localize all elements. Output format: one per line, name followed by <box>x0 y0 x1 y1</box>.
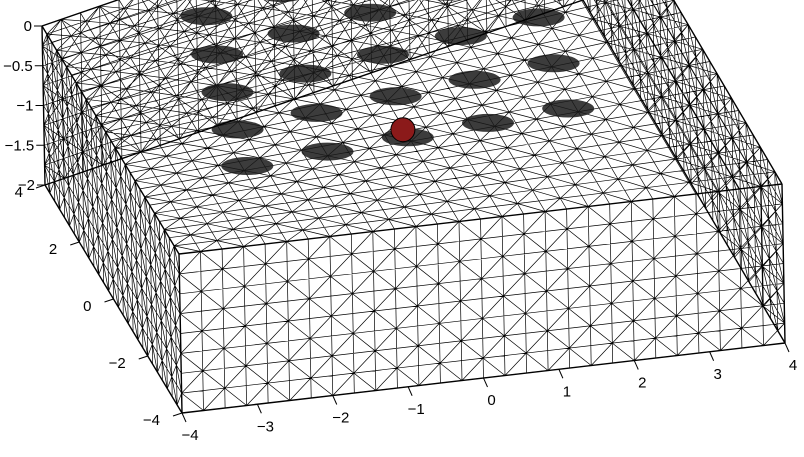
y-tick <box>70 241 80 246</box>
box-edge <box>44 0 584 186</box>
target-sphere <box>390 117 416 143</box>
x-tick-label: 3 <box>713 366 721 383</box>
box-edge <box>178 253 183 414</box>
y-tick-label: −4 <box>143 412 160 429</box>
x-tick <box>332 395 338 405</box>
x-tick <box>181 412 187 423</box>
target-marker <box>390 117 416 143</box>
x-tick <box>483 377 488 388</box>
electrode <box>462 113 514 132</box>
electrode <box>527 54 580 73</box>
x-tick-label: 0 <box>487 392 495 409</box>
axis-tick-labels: −4 −3 −2 −1 0 1 2 3 4 −4 −2 0 2 4 0 −0.5 −1 −1.5 −2 <box>3 18 797 444</box>
electrode <box>357 45 409 64</box>
box-edge <box>672 0 783 185</box>
electrode <box>201 83 254 102</box>
electrode <box>512 8 565 27</box>
electrode <box>344 3 397 22</box>
x-tick-label: 4 <box>789 357 797 374</box>
box-edge <box>781 183 786 344</box>
x-tick <box>709 351 715 361</box>
z-tick-label: −2 <box>18 177 35 194</box>
electrode <box>180 7 233 26</box>
z-tick-label: 0 <box>24 18 32 35</box>
x-tick-label: −4 <box>181 427 198 444</box>
x-tick-label: 2 <box>638 375 646 392</box>
electrode <box>265 0 299 3</box>
y-tick-label: 2 <box>49 241 57 258</box>
z-tick-label: −1.5 <box>5 137 35 154</box>
x-tick-label: −1 <box>408 401 425 418</box>
x-tick-label: −3 <box>257 418 274 435</box>
electrode <box>279 64 332 83</box>
electrode <box>267 24 320 43</box>
electrode <box>542 99 595 118</box>
electrode-array <box>180 0 595 175</box>
x-tick <box>784 342 790 353</box>
box-edge <box>41 25 180 255</box>
electrode <box>434 27 487 46</box>
y-tick-label: −2 <box>109 355 126 372</box>
domain-box-edges <box>41 0 786 414</box>
electrode <box>448 70 501 89</box>
electrode <box>435 0 458 1</box>
electrode <box>290 103 343 122</box>
x-tick <box>558 369 564 379</box>
y-tick-label: 4 <box>15 184 23 201</box>
electrode <box>211 120 264 139</box>
electrode <box>191 45 244 64</box>
tetra-mesh <box>41 0 786 414</box>
x-tick-label: 1 <box>563 383 571 400</box>
x-tick <box>407 386 413 396</box>
z-tick-label: −0.5 <box>3 58 33 75</box>
y-tick-label: 0 <box>83 298 91 315</box>
axis-ticks <box>34 25 790 423</box>
electrode <box>221 157 274 175</box>
x-tick <box>256 404 262 414</box>
y-tick <box>172 412 183 417</box>
mesh-edges <box>41 0 786 414</box>
box-edge <box>582 0 786 344</box>
x-tick <box>633 360 639 370</box>
y-tick <box>104 298 114 303</box>
electrode <box>301 142 354 161</box>
electrode <box>369 87 422 106</box>
y-tick <box>138 355 148 360</box>
z-tick-label: −1 <box>16 98 33 115</box>
box-edge <box>178 183 783 255</box>
x-tick-label: −2 <box>332 410 349 427</box>
